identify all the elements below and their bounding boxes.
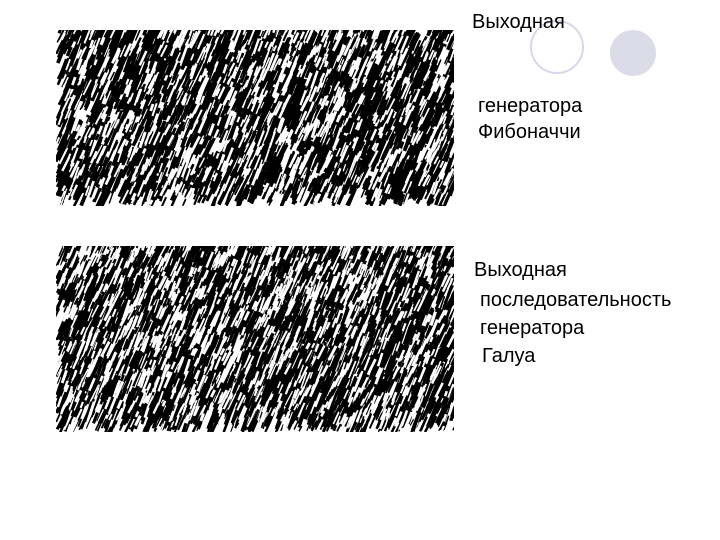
caption-gal-line3: генератора: [480, 314, 584, 342]
caption-fib-line3: генератора: [478, 92, 582, 120]
caption-gal-line2: последовательность: [480, 286, 671, 314]
caption-gal-line4: Галуа: [482, 342, 535, 370]
noise-svg-galois: [56, 246, 454, 432]
noise-panel-fibonacci: [56, 30, 454, 206]
caption-fib-line1: Выходная: [472, 8, 565, 36]
noise-svg-fibonacci: [56, 30, 454, 206]
noise-panel-galois: [56, 246, 454, 432]
slide: Выходная генератора Фибоначчи Выходная п…: [0, 0, 720, 540]
caption-gal-line1: Выходная: [474, 256, 567, 284]
decor-circle-solid: [610, 30, 656, 76]
caption-fib-line4: Фибоначчи: [478, 118, 581, 146]
